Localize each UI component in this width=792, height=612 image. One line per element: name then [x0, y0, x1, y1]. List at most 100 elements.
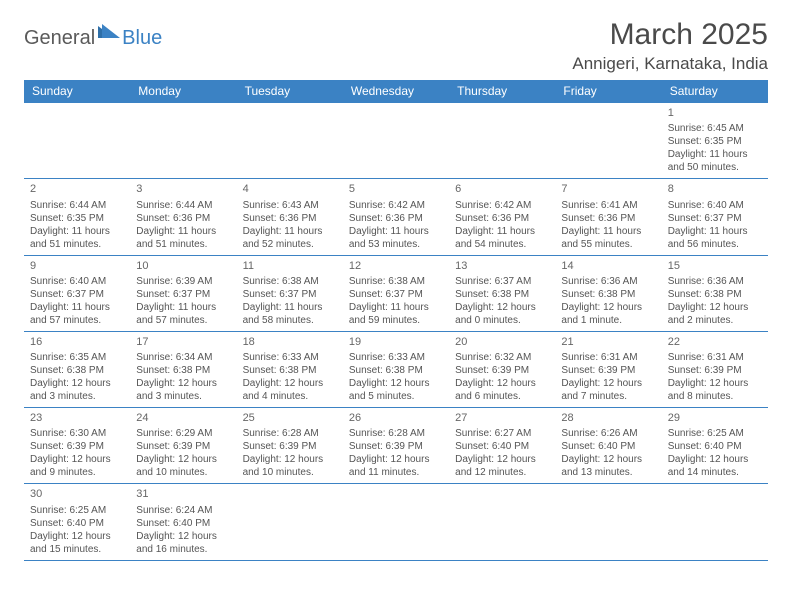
sunrise-text: Sunrise: 6:36 AM [561, 275, 655, 288]
sunset-text: Sunset: 6:37 PM [349, 288, 443, 301]
day-cell [343, 484, 449, 559]
weekday-header: Wednesday [343, 80, 449, 103]
sunset-text: Sunset: 6:36 PM [136, 212, 230, 225]
sunset-text: Sunset: 6:38 PM [136, 364, 230, 377]
daylight-text: Daylight: 12 hours and 6 minutes. [455, 377, 549, 403]
day-cell: 8Sunrise: 6:40 AMSunset: 6:37 PMDaylight… [662, 179, 768, 254]
sunrise-text: Sunrise: 6:39 AM [136, 275, 230, 288]
sunset-text: Sunset: 6:38 PM [243, 364, 337, 377]
daylight-text: Daylight: 12 hours and 1 minute. [561, 301, 655, 327]
sunrise-text: Sunrise: 6:27 AM [455, 427, 549, 440]
day-cell: 11Sunrise: 6:38 AMSunset: 6:37 PMDayligh… [237, 256, 343, 331]
daylight-text: Daylight: 12 hours and 14 minutes. [668, 453, 762, 479]
sunset-text: Sunset: 6:40 PM [561, 440, 655, 453]
sunrise-text: Sunrise: 6:33 AM [349, 351, 443, 364]
daylight-text: Daylight: 11 hours and 56 minutes. [668, 225, 762, 251]
daylight-text: Daylight: 12 hours and 10 minutes. [243, 453, 337, 479]
day-number: 15 [668, 259, 762, 273]
sunrise-text: Sunrise: 6:40 AM [668, 199, 762, 212]
sunrise-text: Sunrise: 6:42 AM [349, 199, 443, 212]
week-row: 23Sunrise: 6:30 AMSunset: 6:39 PMDayligh… [24, 408, 768, 484]
sunrise-text: Sunrise: 6:38 AM [243, 275, 337, 288]
day-number: 6 [455, 182, 549, 196]
day-cell: 21Sunrise: 6:31 AMSunset: 6:39 PMDayligh… [555, 332, 661, 407]
week-row: 1 Sunrise: 6:45 AMSunset: 6:35 PMDaylight… [24, 103, 768, 179]
day-cell: 16Sunrise: 6:35 AMSunset: 6:38 PMDayligh… [24, 332, 130, 407]
logo: General Blue [24, 18, 162, 53]
sunrise-text: Sunrise: 6:32 AM [455, 351, 549, 364]
day-cell: 9Sunrise: 6:40 AMSunset: 6:37 PMDaylight… [24, 256, 130, 331]
day-cell: 12Sunrise: 6:38 AMSunset: 6:37 PMDayligh… [343, 256, 449, 331]
day-number: 18 [243, 335, 337, 349]
daylight-text: Daylight: 11 hours and 57 minutes. [30, 301, 124, 327]
sunset-text: Sunset: 6:36 PM [455, 212, 549, 225]
day-number: 23 [30, 411, 124, 425]
sunset-text: Sunset: 6:40 PM [455, 440, 549, 453]
day-number: 20 [455, 335, 549, 349]
sunrise-text: Sunrise: 6:29 AM [136, 427, 230, 440]
sunset-text: Sunset: 6:39 PM [668, 364, 762, 377]
day-cell [237, 484, 343, 559]
header: General Blue March 2025 Annigeri, Karnat… [24, 18, 768, 74]
sunset-text: Sunset: 6:35 PM [668, 135, 762, 148]
day-cell [449, 484, 555, 559]
day-cell: 27Sunrise: 6:27 AMSunset: 6:40 PMDayligh… [449, 408, 555, 483]
sunset-text: Sunset: 6:39 PM [349, 440, 443, 453]
day-number: 10 [136, 259, 230, 273]
sunrise-text: Sunrise: 6:28 AM [243, 427, 337, 440]
day-cell [449, 103, 555, 178]
sunrise-text: Sunrise: 6:40 AM [30, 275, 124, 288]
sunrise-text: Sunrise: 6:36 AM [668, 275, 762, 288]
weekday-header: Friday [555, 80, 661, 103]
day-cell: 22Sunrise: 6:31 AMSunset: 6:39 PMDayligh… [662, 332, 768, 407]
day-number: 22 [668, 335, 762, 349]
sunset-text: Sunset: 6:38 PM [30, 364, 124, 377]
day-number: 9 [30, 259, 124, 273]
daylight-text: Daylight: 12 hours and 3 minutes. [136, 377, 230, 403]
sunrise-text: Sunrise: 6:34 AM [136, 351, 230, 364]
day-number: 24 [136, 411, 230, 425]
day-cell: 6Sunrise: 6:42 AMSunset: 6:36 PMDaylight… [449, 179, 555, 254]
day-cell: 26Sunrise: 6:28 AMSunset: 6:39 PMDayligh… [343, 408, 449, 483]
day-number: 25 [243, 411, 337, 425]
sunset-text: Sunset: 6:37 PM [136, 288, 230, 301]
day-number: 13 [455, 259, 549, 273]
day-cell: 3Sunrise: 6:44 AMSunset: 6:36 PMDaylight… [130, 179, 236, 254]
logo-triangle-icon [98, 24, 120, 43]
day-cell: 28Sunrise: 6:26 AMSunset: 6:40 PMDayligh… [555, 408, 661, 483]
day-number: 30 [30, 487, 124, 501]
day-cell: 20 Sunrise: 6:32 AMSunset: 6:39 PMDayligh… [449, 332, 555, 407]
sunrise-text: Sunrise: 6:43 AM [243, 199, 337, 212]
sunset-text: Sunset: 6:39 PM [561, 364, 655, 377]
day-cell: 13Sunrise: 6:37 AMSunset: 6:38 PMDayligh… [449, 256, 555, 331]
day-cell: 14Sunrise: 6:36 AMSunset: 6:38 PMDayligh… [555, 256, 661, 331]
week-row: 16Sunrise: 6:35 AMSunset: 6:38 PMDayligh… [24, 332, 768, 408]
weekday-header: Tuesday [237, 80, 343, 103]
day-cell: 17Sunrise: 6:34 AMSunset: 6:38 PMDayligh… [130, 332, 236, 407]
day-cell [24, 103, 130, 178]
sunset-text: Sunset: 6:39 PM [136, 440, 230, 453]
sunrise-text: Sunrise: 6:45 AM [668, 122, 762, 135]
sunrise-text: Sunrise: 6:44 AM [30, 199, 124, 212]
daylight-text: Daylight: 12 hours and 5 minutes. [349, 377, 443, 403]
sunset-text: Sunset: 6:38 PM [349, 364, 443, 377]
day-number: 11 [243, 259, 337, 273]
weekday-header: Monday [130, 80, 236, 103]
daylight-text: Daylight: 12 hours and 7 minutes. [561, 377, 655, 403]
sunset-text: Sunset: 6:40 PM [668, 440, 762, 453]
sunrise-text: Sunrise: 6:33 AM [243, 351, 337, 364]
sunset-text: Sunset: 6:39 PM [455, 364, 549, 377]
logo-text-general: General [24, 27, 95, 50]
day-number: 28 [561, 411, 655, 425]
sunrise-text: Sunrise: 6:31 AM [668, 351, 762, 364]
sunrise-text: Sunrise: 6:38 AM [349, 275, 443, 288]
location-subtitle: Annigeri, Karnataka, India [572, 54, 768, 74]
sunset-text: Sunset: 6:39 PM [30, 440, 124, 453]
day-number: 7 [561, 182, 655, 196]
daylight-text: Daylight: 11 hours and 50 minutes. [668, 148, 762, 174]
daylight-text: Daylight: 11 hours and 53 minutes. [349, 225, 443, 251]
day-number: 8 [668, 182, 762, 196]
day-number: 1 [668, 106, 762, 120]
sunrise-text: Sunrise: 6:41 AM [561, 199, 655, 212]
daylight-text: Daylight: 11 hours and 55 minutes. [561, 225, 655, 251]
